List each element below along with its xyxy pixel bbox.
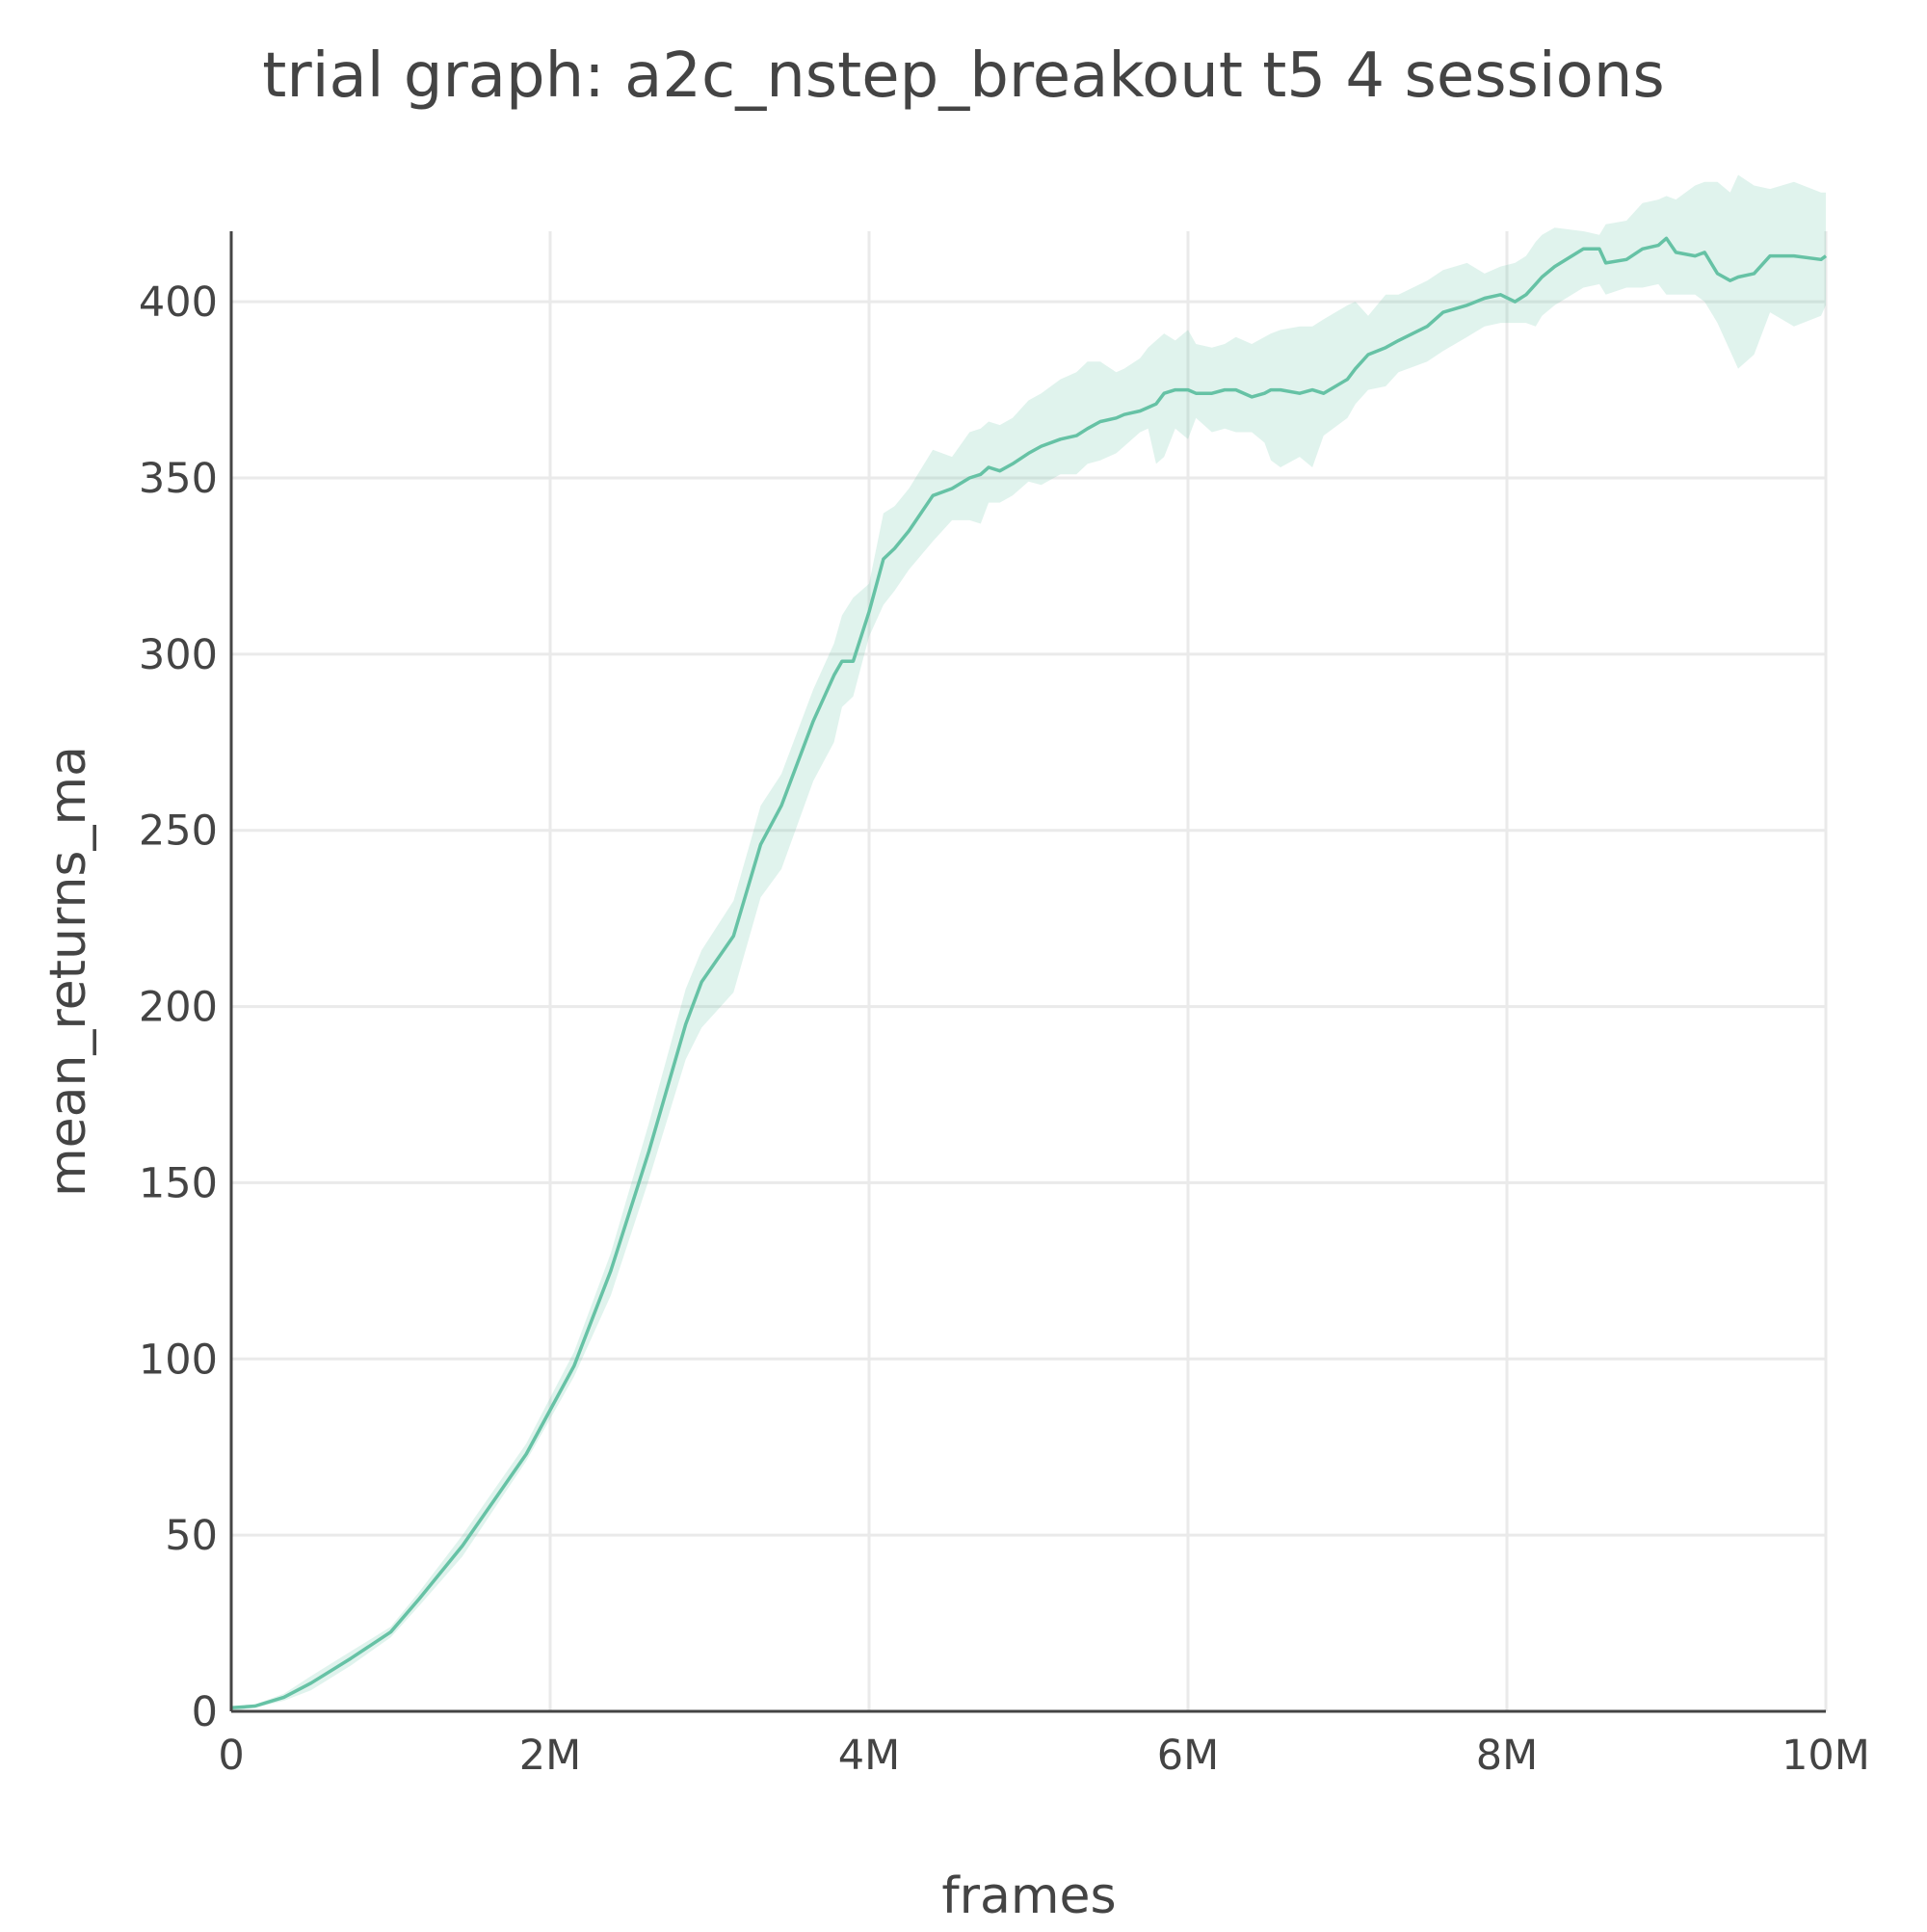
chart-title: trial graph: a2c_nstep_breakout t5 4 ses… xyxy=(262,40,1664,112)
y-tick-labels: 0 50 100 150 200 250 300 350 400 xyxy=(139,278,218,1736)
x-tick-labels: 0 2M 4M 6M 8M 10M xyxy=(218,1732,1870,1780)
series-line xyxy=(230,236,1828,1710)
x-gridlines xyxy=(548,231,1828,1711)
x-tick-label: 4M xyxy=(838,1732,900,1780)
y-tick-label: 50 xyxy=(165,1512,218,1560)
x-tick-label: 2M xyxy=(519,1732,581,1780)
plot-area xyxy=(230,174,1828,1711)
y-axis-title: mean_returns_ma xyxy=(40,746,97,1197)
x-tick-label: 6M xyxy=(1157,1732,1219,1780)
y-tick-label: 300 xyxy=(139,631,218,679)
x-tick-label: 8M xyxy=(1476,1732,1538,1780)
x-tick-label: 10M xyxy=(1782,1732,1870,1780)
y-tick-label: 250 xyxy=(139,807,218,856)
y-tick-label: 150 xyxy=(139,1159,218,1207)
y-tick-label: 200 xyxy=(139,984,218,1032)
series-error-band xyxy=(231,174,1826,1711)
y-gridlines xyxy=(231,300,1826,1537)
y-tick-label: 0 xyxy=(192,1688,218,1736)
y-tick-label: 100 xyxy=(139,1336,218,1384)
x-tick-label: 0 xyxy=(218,1732,244,1780)
y-tick-label: 400 xyxy=(139,278,218,327)
x-axis-title: frames xyxy=(941,1867,1116,1925)
y-tick-label: 350 xyxy=(139,455,218,503)
